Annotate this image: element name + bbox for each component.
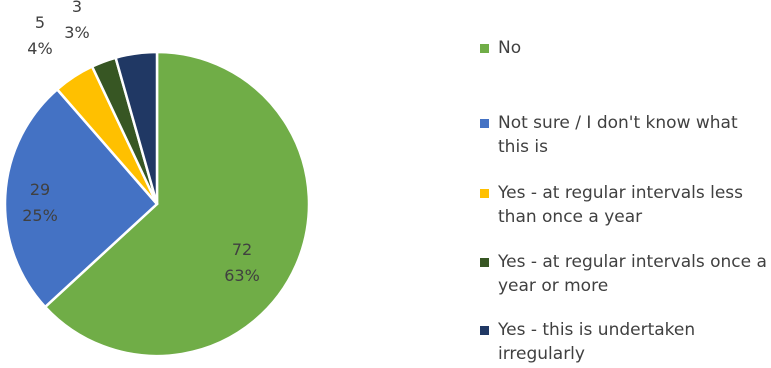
- pie-slice: [43, 50, 311, 358]
- legend-swatch: [480, 258, 489, 267]
- legend-swatch: [480, 189, 489, 198]
- legend-label: Yes - this is undertaken irregularly: [498, 320, 696, 364]
- data-label-percent: 3%: [64, 23, 89, 42]
- data-label-percent: 63%: [224, 266, 260, 285]
- legend-label: Yes - at regular intervals less than onc…: [498, 183, 744, 227]
- data-label-value: 29: [30, 180, 50, 199]
- pie-slice: [3, 88, 159, 309]
- legend-swatch: [480, 119, 489, 128]
- legend-swatch: [480, 326, 489, 335]
- data-label-value: 72: [232, 240, 252, 259]
- legend: No Not sure / I don't know what this is …: [480, 0, 771, 368]
- data-label-value: 5: [35, 13, 45, 32]
- pie-chart: 72 63% 29 25% 5 4% 3 3%: [3, 0, 311, 358]
- data-label-percent: 4%: [27, 39, 52, 58]
- legend-label: No: [498, 38, 522, 58]
- legend-swatch: [480, 44, 489, 53]
- pie-slice: [114, 50, 159, 206]
- legend-label: Yes - at regular intervals once a year o…: [498, 252, 767, 296]
- legend-label: Not sure / I don't know what this is: [498, 113, 738, 157]
- data-label-value: 3: [72, 0, 82, 16]
- data-label-percent: 25%: [22, 206, 58, 225]
